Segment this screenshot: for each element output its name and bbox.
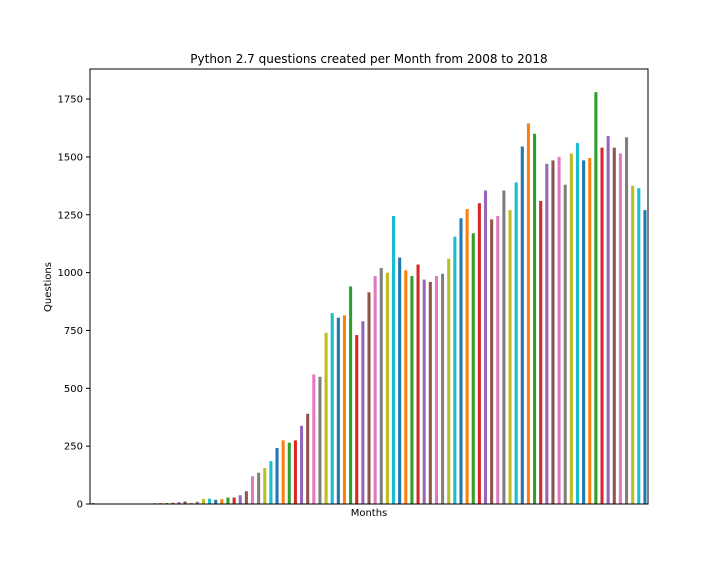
- chart-title: Python 2.7 questions created per Month f…: [190, 52, 547, 66]
- bar-53: [416, 264, 420, 504]
- bar-79: [575, 143, 580, 505]
- bar-29: [269, 461, 273, 504]
- bar-44: [361, 321, 365, 504]
- y-axis-ticks: 0 250 500 750 1000 1250 1500 1750: [58, 95, 90, 511]
- bar-69: [514, 182, 518, 504]
- bar-72: [533, 133, 537, 505]
- bar-87: [625, 137, 629, 504]
- bar-36: [312, 374, 316, 504]
- bar-85: [612, 147, 616, 505]
- bar-60: [459, 218, 463, 505]
- bar-57: [441, 273, 445, 504]
- y-tick-label: 1750: [58, 95, 83, 106]
- bar-30: [275, 448, 279, 504]
- bar-89: [637, 188, 641, 504]
- bar-26: [250, 476, 255, 504]
- bar-77: [563, 184, 567, 504]
- bar-21: [220, 499, 224, 504]
- bar-78: [569, 153, 573, 504]
- bar-49: [391, 215, 396, 504]
- bar-66: [496, 215, 500, 504]
- bar-45: [367, 292, 371, 504]
- bar-55: [428, 281, 432, 504]
- bar-90: [643, 210, 647, 504]
- bar-88: [631, 185, 635, 504]
- bar-28: [263, 468, 267, 504]
- bar-40: [336, 317, 340, 504]
- bar-84: [606, 136, 610, 504]
- bar-20: [214, 499, 218, 504]
- bar-80: [582, 160, 586, 504]
- bar-68: [508, 210, 512, 504]
- bar-51: [404, 270, 408, 504]
- bar-64: [483, 190, 488, 505]
- bar-86: [618, 153, 622, 504]
- bar-16: [189, 502, 193, 504]
- bar-67: [502, 190, 506, 505]
- bar-31: [281, 440, 285, 504]
- bar-42: [349, 286, 353, 504]
- bar-27: [257, 472, 261, 504]
- bar-41: [342, 315, 347, 504]
- bar-46: [373, 276, 377, 504]
- bar-34: [300, 425, 304, 504]
- bar-47: [379, 267, 383, 504]
- bars-group: [91, 92, 647, 505]
- bar-74: [545, 163, 549, 504]
- bar-14: [177, 502, 181, 504]
- bar-32: [287, 442, 291, 504]
- bar-48: [385, 272, 389, 504]
- bar-81: [588, 158, 592, 504]
- y-tick-label: 0: [77, 500, 83, 511]
- y-tick-label: 1500: [58, 152, 83, 163]
- bar-83: [600, 147, 604, 505]
- bar-65: [490, 219, 494, 504]
- y-tick-label: 250: [64, 442, 83, 453]
- bar-13: [171, 502, 175, 504]
- bar-25: [244, 491, 248, 504]
- y-tick-label: 750: [64, 326, 83, 337]
- bar-61: [465, 208, 469, 505]
- bar-15: [183, 501, 187, 504]
- y-tick-label: 1000: [58, 268, 83, 279]
- bar-38: [324, 332, 328, 504]
- bar-17: [195, 501, 199, 504]
- bar-52: [410, 276, 414, 504]
- y-tick-label: 1250: [58, 210, 83, 221]
- bar-73: [539, 200, 543, 504]
- y-axis-label: Questions: [43, 262, 54, 312]
- bar-24: [238, 495, 242, 504]
- bar-50: [398, 257, 402, 504]
- bar-62: [471, 233, 475, 504]
- x-axis-label: Months: [351, 508, 388, 519]
- bar-56: [434, 276, 438, 504]
- bar-18: [201, 498, 205, 504]
- bar-23: [232, 497, 236, 504]
- bar-82: [594, 92, 598, 504]
- bar-37: [318, 376, 322, 504]
- bar-43: [355, 335, 359, 504]
- bar-19: [208, 498, 212, 504]
- bar-58: [447, 258, 451, 504]
- bar-70: [520, 146, 524, 504]
- bar-63: [477, 203, 481, 504]
- bar-76: [557, 156, 561, 504]
- bar-59: [453, 236, 457, 504]
- plot-frame: [89, 68, 649, 505]
- bar-71: [526, 123, 530, 505]
- bar-22: [226, 497, 230, 504]
- bar-54: [422, 279, 426, 504]
- bar-39: [330, 313, 334, 504]
- bar-35: [306, 413, 310, 504]
- bar-33: [293, 440, 297, 504]
- bar-75: [551, 160, 555, 504]
- y-tick-label: 500: [64, 384, 83, 395]
